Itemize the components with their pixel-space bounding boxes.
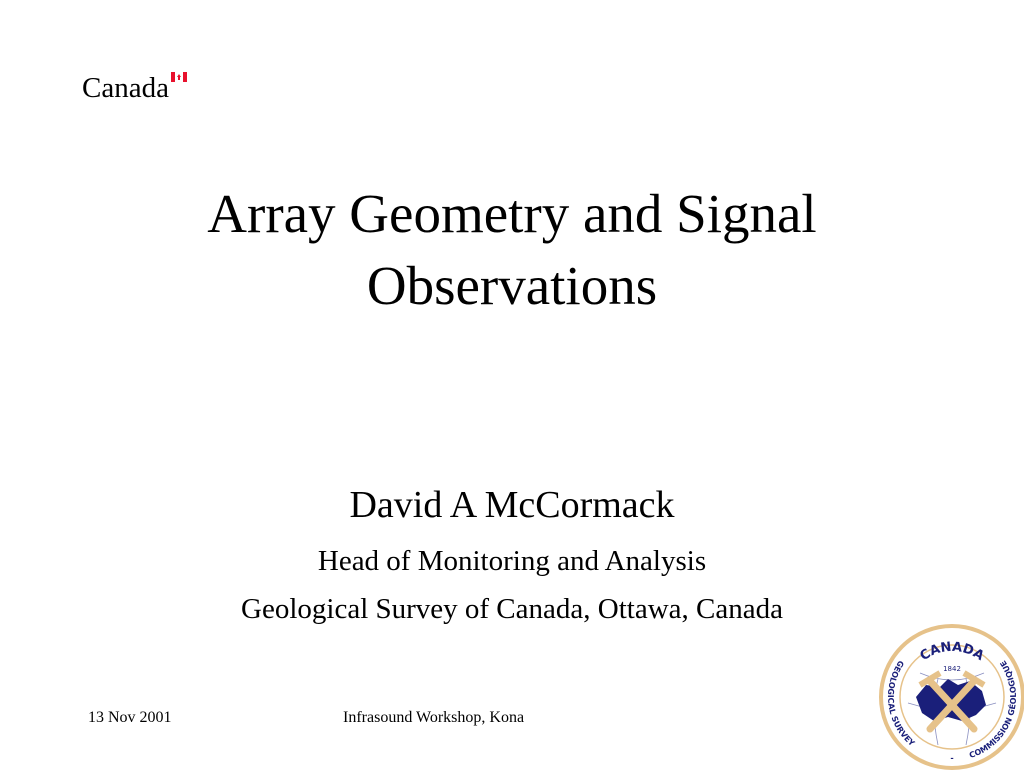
author-name: David A McCormack — [349, 484, 675, 526]
slide-title: Array Geometry and Signal Observations — [0, 178, 1024, 322]
footer-date: 13 Nov 2001 — [88, 709, 172, 726]
canada-flag-icon — [171, 72, 187, 82]
crossed-hammers-icon — [918, 670, 986, 733]
seal-year: 1842 — [943, 665, 961, 673]
author-affiliation: Geological Survey of Canada, Ottawa, Can… — [241, 593, 783, 625]
seal-separator: - — [950, 754, 953, 763]
wordmark-text: Canada — [82, 72, 169, 104]
title-line-2: Observations — [366, 255, 658, 316]
geological-survey-seal: 1842 CANADA GEOLOGICAL SURVEY - COMMISSI… — [879, 624, 1024, 770]
title-line-1: Array Geometry and Signal — [207, 183, 817, 244]
author-position: Head of Monitoring and Analysis — [317, 545, 707, 577]
footer-event: Infrasound Workshop, Kona — [343, 709, 525, 726]
canada-wordmark-logo: Canada — [82, 72, 187, 104]
